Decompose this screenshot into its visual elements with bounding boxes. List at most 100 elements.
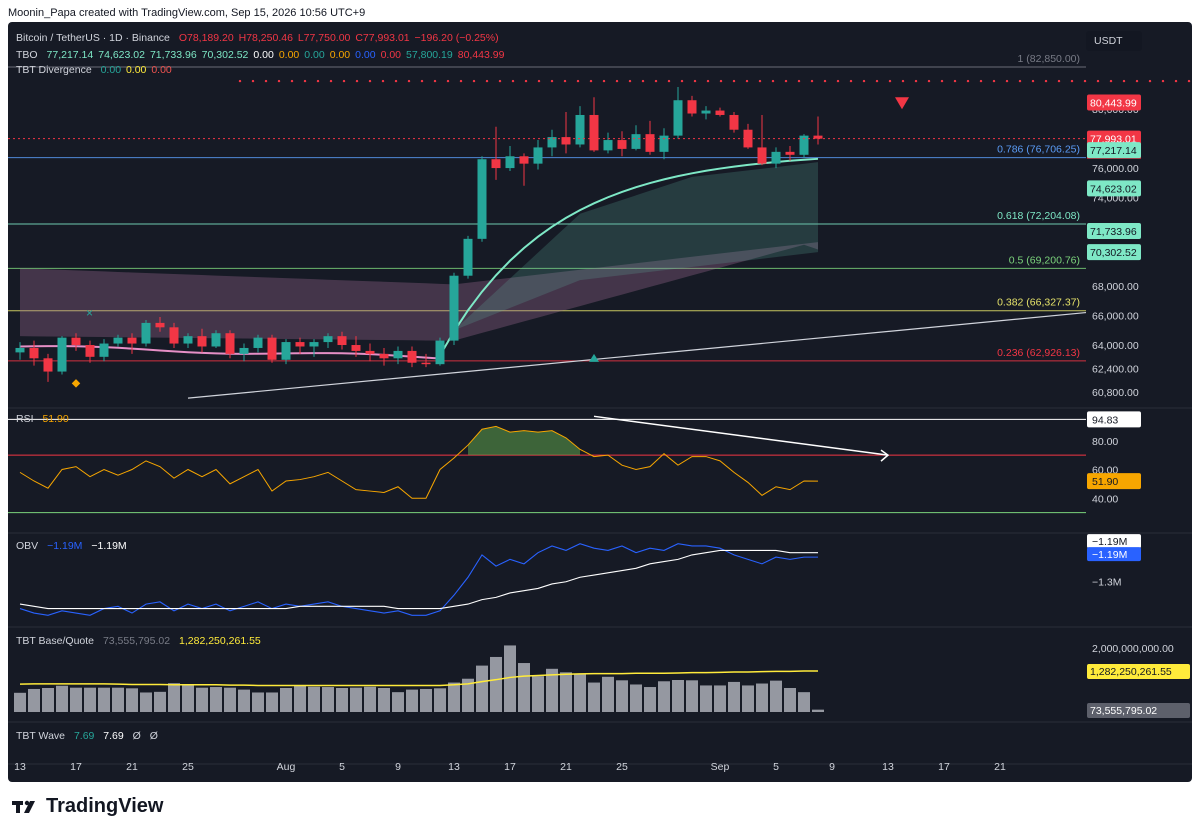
resistance-dot — [589, 79, 593, 83]
chart-panel[interactable]: 1 (82,850.00) 0.786 (76,706.25) 0.618 (72,… — [8, 22, 1192, 782]
candle-body — [547, 137, 557, 148]
obv-legend[interactable]: OBV −1.19M −1.19M — [16, 540, 133, 552]
obv-series-line — [19, 549, 818, 610]
wave-legend-v1: 7.69 — [73, 730, 95, 742]
bq-bar — [658, 681, 670, 712]
resistance-dot — [329, 79, 333, 83]
bq-bar — [770, 680, 782, 712]
candle-body — [477, 159, 487, 239]
rsi-divergence-arrow — [593, 415, 889, 456]
resistance-dot — [979, 79, 983, 83]
candle-body — [603, 140, 613, 151]
candle-body — [659, 135, 669, 152]
bq-bar — [420, 688, 432, 712]
candle-body — [71, 337, 81, 346]
bq-bar — [756, 683, 768, 712]
candle-body — [225, 333, 235, 354]
fib-level-label: 0.382 (66,327.37) — [997, 297, 1080, 309]
tbo-cloud-band — [20, 242, 818, 341]
candle-body — [449, 275, 459, 341]
time-axis-tick: 25 — [182, 761, 194, 773]
candle-body — [421, 362, 431, 365]
bq-tag-bg — [1087, 703, 1190, 718]
bq-bar — [560, 672, 572, 712]
price-axis-tick: 76,000.00 — [1092, 163, 1139, 175]
bq-legend[interactable]: TBT Base/Quote 73,555,795.02 1,282,250,2… — [16, 635, 267, 647]
time-axis-tick: 17 — [70, 761, 82, 773]
fib-level-label: 1 (82,850.00) — [1018, 53, 1080, 65]
price-axis-tick: 68,000.00 — [1092, 281, 1139, 293]
bq-bar — [210, 687, 222, 712]
obv-legend-name: OBV — [16, 540, 39, 552]
rsi-overbought-fill — [468, 426, 580, 456]
resistance-dot — [654, 79, 658, 83]
resistance-dot — [992, 79, 996, 83]
time-axis-tick: 25 — [616, 761, 628, 773]
candle-body — [267, 337, 277, 360]
resistance-dot — [862, 79, 866, 83]
time-axis-tick: 17 — [938, 761, 950, 773]
rsi-arrow-head — [880, 449, 890, 462]
bq-bar — [266, 692, 278, 712]
ohlc-open: O78,189.20 — [178, 32, 234, 44]
candle-body — [491, 159, 501, 169]
resistance-dot — [927, 79, 931, 83]
resistance-dot — [1031, 79, 1035, 83]
resistance-dot — [966, 79, 970, 83]
candle-body — [813, 135, 823, 139]
bq-bar — [98, 687, 110, 712]
tbt-div-v3: 0.00 — [151, 64, 172, 76]
resistance-dot — [771, 79, 775, 83]
ohlc-low: L77,750.00 — [297, 32, 351, 44]
bq-bar — [784, 688, 796, 712]
tbo-legend[interactable]: TBO 77,217.14 74,623.02 71,733.96 70,302.52… — [16, 49, 515, 61]
bq-bar — [728, 681, 740, 712]
candle-body — [197, 336, 207, 347]
quote-currency-selector[interactable]: USDT — [1086, 31, 1142, 51]
price-axis-tick: 60,800.00 — [1092, 387, 1139, 399]
ohlc-close: C77,993.01 — [355, 32, 410, 44]
bq-bar — [252, 692, 264, 712]
rsi-line — [19, 425, 819, 499]
candle-body — [533, 147, 543, 164]
rsi-tag-bg — [1087, 473, 1141, 490]
bq-bar — [112, 687, 124, 712]
price-axis-tick: 64,000.00 — [1092, 340, 1139, 352]
candle-body — [113, 337, 123, 344]
candle-body — [407, 350, 417, 363]
price-tag-bg — [1087, 244, 1141, 261]
resistance-dot — [472, 79, 476, 83]
fib-level-label: 0.618 (72,204.08) — [997, 210, 1080, 222]
page-title: Moonin_Papa created with TradingView.com… — [8, 7, 366, 19]
resistance-dot — [693, 79, 697, 83]
bq-bar — [490, 656, 502, 712]
candle-body — [127, 337, 137, 344]
bq-bar — [238, 689, 250, 712]
bq-bar — [42, 688, 54, 712]
footer-brand-name: TradingView — [46, 795, 164, 817]
rsi-tag-label: 51.90 — [1092, 476, 1118, 488]
resistance-dot — [238, 79, 242, 83]
wave-legend-v2: 7.69 — [103, 730, 124, 742]
resistance-dot — [875, 79, 879, 83]
bq-legend-v2: 1,282,250,261.55 — [179, 635, 261, 647]
resistance-dot — [394, 79, 398, 83]
time-axis-tick: 9 — [829, 761, 835, 773]
bq-bar — [84, 687, 96, 712]
candle-body — [99, 343, 109, 357]
tbt-divergence-legend[interactable]: TBT Divergence 0.00 0.00 0.00 — [16, 64, 178, 76]
rsi-legend[interactable]: RSI 51.90 — [16, 413, 75, 425]
resistance-dot — [745, 79, 749, 83]
footer-brand[interactable]: TradingView — [12, 795, 163, 818]
resistance-dot — [667, 79, 671, 83]
resistance-dot — [836, 79, 840, 83]
wave-legend[interactable]: TBT Wave 7.69 7.69 Ø Ø — [16, 730, 164, 742]
candle-body — [687, 100, 697, 114]
bq-tag-bg — [1087, 663, 1190, 679]
chart-canvas[interactable]: 1 (82,850.00) 0.786 (76,706.25) 0.618 (72,… — [8, 22, 1192, 782]
quote-currency-label: USDT — [1094, 35, 1123, 47]
wave-legend-v4: Ø — [149, 730, 158, 742]
resistance-dot — [1187, 79, 1191, 83]
candle-body — [211, 333, 221, 347]
